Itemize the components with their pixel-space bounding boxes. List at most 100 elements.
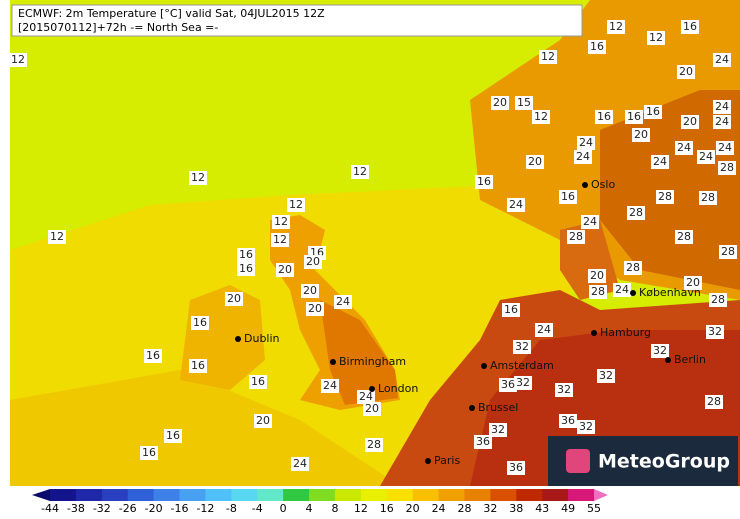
contour-label-box — [574, 150, 592, 164]
legend-tick-label: 32 — [483, 502, 497, 515]
legend-swatch — [231, 489, 258, 501]
contour-label: 20 — [278, 263, 292, 276]
contour-label: 28 — [711, 293, 725, 306]
legend-tick-label: -4 — [252, 502, 263, 515]
legend-tick-label: 38 — [509, 502, 523, 515]
contour-label-box — [684, 276, 702, 290]
city-name: Hamburg — [600, 326, 651, 339]
contour-label-box — [597, 369, 615, 383]
contour-label-box — [713, 100, 731, 114]
contour-label: 16 — [166, 429, 180, 442]
contour-label: 36 — [561, 414, 575, 427]
city-dot — [469, 405, 475, 411]
contour-label-box — [577, 136, 595, 150]
contour-label: 12 — [289, 198, 303, 211]
legend-tick-label: -8 — [226, 502, 237, 515]
contour-label: 32 — [516, 376, 530, 389]
header-line: [2015070112]+72h -= North Sea =- — [18, 21, 218, 34]
contour-label-box — [588, 269, 606, 283]
header-box — [11, 4, 583, 37]
contour-label: 20 — [493, 96, 507, 109]
contour-label: 20 — [590, 269, 604, 282]
contour-label-box — [191, 316, 209, 330]
contour-label: 16 — [477, 175, 491, 188]
city-name: Dublin — [244, 332, 280, 345]
contour-label-box — [555, 383, 573, 397]
contour-label-box — [140, 446, 158, 460]
contour-label: 28 — [626, 261, 640, 274]
contour-label: 24 — [579, 136, 593, 149]
contour-label: 16 — [193, 316, 207, 329]
contour-label: 24 — [715, 100, 729, 113]
city-dot — [330, 359, 336, 365]
city-dot — [591, 330, 597, 336]
contour-label: 24 — [576, 150, 590, 163]
contour-label-box — [627, 206, 645, 220]
contour-label: 12 — [50, 230, 64, 243]
legend-swatch — [516, 489, 543, 501]
contour-label-box — [589, 285, 607, 299]
contour-label-box — [363, 402, 381, 416]
contour-label-box — [559, 190, 577, 204]
contour-label-box — [535, 323, 553, 337]
contour-label-box — [681, 115, 699, 129]
contour-label: 12 — [541, 50, 555, 63]
logo-icon — [566, 449, 590, 473]
legend-swatch — [360, 489, 388, 501]
contour-label-box — [539, 50, 557, 64]
contour-label: 24 — [677, 141, 691, 154]
contour-label-box — [48, 230, 66, 244]
city-name: Amsterdam — [490, 359, 554, 372]
contour-label-box — [272, 215, 290, 229]
contour-label: 24 — [359, 390, 373, 403]
contour-label: 28 — [658, 190, 672, 203]
contour-label-box — [675, 230, 693, 244]
contour-label-box — [491, 96, 509, 110]
legend-arrow — [32, 489, 50, 501]
legend-tick-label: 55 — [587, 502, 601, 515]
contour-label-box — [713, 53, 731, 67]
contour-label: 12 — [274, 215, 288, 228]
legend-swatch — [127, 489, 155, 501]
contour-label: 36 — [501, 378, 515, 391]
contour-label-box — [276, 263, 294, 277]
contour-label: 24 — [653, 155, 667, 168]
contour-label-box — [249, 375, 267, 389]
contour-label: 20 — [679, 65, 693, 78]
contour-label: 12 — [191, 171, 205, 184]
contour-label: 24 — [537, 323, 551, 336]
legend-swatch — [568, 489, 595, 501]
contour-label-box — [334, 295, 352, 309]
contour-label: 16 — [239, 262, 253, 275]
contour-label: 32 — [557, 383, 571, 396]
contour-label: 16 — [146, 349, 160, 362]
city-dot — [630, 290, 636, 296]
contour-label: 16 — [561, 190, 575, 203]
contour-label: 20 — [634, 128, 648, 141]
contour-label-box — [475, 175, 493, 189]
contour-label: 20 — [683, 115, 697, 128]
contour-label-box — [559, 414, 577, 428]
contour-label: 12 — [534, 110, 548, 123]
contour-label: 28 — [701, 191, 715, 204]
contour-label-box — [577, 420, 595, 434]
contour-label-box — [301, 284, 319, 298]
header-line: ECMWF: 2m Temperature [°C] valid Sat, 04… — [18, 7, 325, 20]
contour-label: 24 — [715, 115, 729, 128]
legend-swatch — [283, 489, 310, 501]
legend-swatch — [50, 489, 77, 501]
city-dot — [665, 357, 671, 363]
legend-swatch — [334, 489, 362, 501]
contour-label-box — [225, 292, 243, 306]
contour-label-box — [632, 128, 650, 142]
contour-label-box — [716, 141, 734, 155]
legend-tick-label: 28 — [457, 502, 471, 515]
contour-label: 20 — [365, 402, 379, 415]
legend-arrow — [594, 489, 608, 501]
contour-label-box — [237, 248, 255, 262]
contour-label-box — [474, 435, 492, 449]
contour-label: 32 — [599, 369, 613, 382]
legend-swatch — [75, 489, 103, 501]
contour-label: 20 — [308, 302, 322, 315]
contour-label-box — [507, 461, 525, 475]
